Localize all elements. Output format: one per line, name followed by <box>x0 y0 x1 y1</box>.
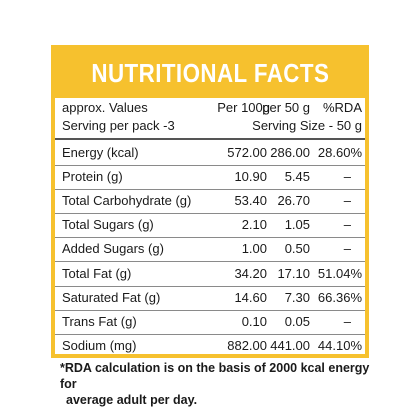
servings-per-pack: Serving per pack -3 <box>62 118 175 133</box>
footnote-line-2: average adult per day. <box>66 393 198 407</box>
nutrient-per-100g: 10.90 <box>234 169 267 185</box>
header-divider <box>55 138 365 140</box>
nutrient-name: Saturated Fat (g) <box>62 289 161 305</box>
nutrient-per-100g: 14.60 <box>234 289 267 305</box>
nutrient-per-100g: 572.00 <box>227 145 267 160</box>
nutrient-name: Total Sugars (g) <box>62 217 154 233</box>
nutrient-rda: 28.60% <box>317 145 362 160</box>
nutrient-rda: 66.36% <box>317 289 362 305</box>
nutrient-rda: – <box>343 169 351 185</box>
nutrient-name: Trans Fat (g) <box>62 313 137 329</box>
nutrient-per-50g: 0.50 <box>284 241 310 257</box>
nutrient-name: Total Fat (g) <box>62 265 132 281</box>
row-divider <box>55 165 365 166</box>
nutrient-per-100g: 0.10 <box>241 313 267 329</box>
row-divider <box>55 309 365 311</box>
column-header-rda: %RDA <box>322 100 362 115</box>
nutrient-rda: 44.10% <box>317 337 362 353</box>
nutrient-name: Total Carbohydrate (g) <box>62 193 192 209</box>
nutrient-name: Sodium (mg) <box>62 337 137 353</box>
nutrient-rda: – <box>343 241 351 257</box>
row-divider <box>55 189 365 191</box>
nutrient-per-50g: 1.05 <box>284 217 310 233</box>
row-divider <box>55 285 365 287</box>
nutrient-per-50g: 441.00 <box>270 337 310 353</box>
panel-title: NUTRITIONAL FACTS <box>91 58 329 88</box>
nutrient-per-100g: 882.00 <box>227 337 267 353</box>
rda-footnote: *RDA calculation is on the basis of 2000… <box>60 360 380 408</box>
row-divider <box>55 213 365 215</box>
nutrient-per-50g: 5.45 <box>284 169 310 185</box>
nutrient-name: Protein (g) <box>62 169 123 185</box>
row-divider <box>55 333 365 335</box>
nutrient-per-100g: 1.00 <box>241 241 267 257</box>
nutrient-per-50g: 26.70 <box>277 193 310 209</box>
nutrient-per-50g: 286.00 <box>270 145 310 160</box>
column-header-per-100g: Per 100g <box>217 100 270 115</box>
panel-header: NUTRITIONAL FACTS <box>55 49 365 98</box>
footnote-line-1: *RDA calculation is on the basis of 2000… <box>60 361 370 391</box>
row-divider <box>55 261 365 263</box>
column-header-per-50g: per 50 g <box>262 100 310 115</box>
nutrient-per-100g: 2.10 <box>241 217 267 233</box>
nutrient-per-50g: 7.30 <box>284 289 310 305</box>
nutrient-per-50g: 0.05 <box>284 313 310 329</box>
nutrient-per-50g: 17.10 <box>277 265 310 281</box>
nutrient-name: Added Sugars (g) <box>62 241 164 257</box>
nutrient-rda: – <box>343 193 351 209</box>
nutrient-per-100g: 34.20 <box>234 265 267 281</box>
nutrient-per-100g: 53.40 <box>234 193 267 209</box>
column-header-values: approx. Values <box>62 100 148 115</box>
nutrient-rda: 51.04% <box>317 265 362 281</box>
nutrition-facts-panel: NUTRITIONAL FACTS approx. Values Per 100… <box>51 45 369 358</box>
nutrient-rda: – <box>343 217 351 233</box>
nutrient-name: Energy (kcal) <box>62 145 139 160</box>
row-divider <box>55 237 365 239</box>
nutrient-rda: – <box>343 313 351 329</box>
serving-size: Serving Size - 50 g <box>252 118 362 133</box>
